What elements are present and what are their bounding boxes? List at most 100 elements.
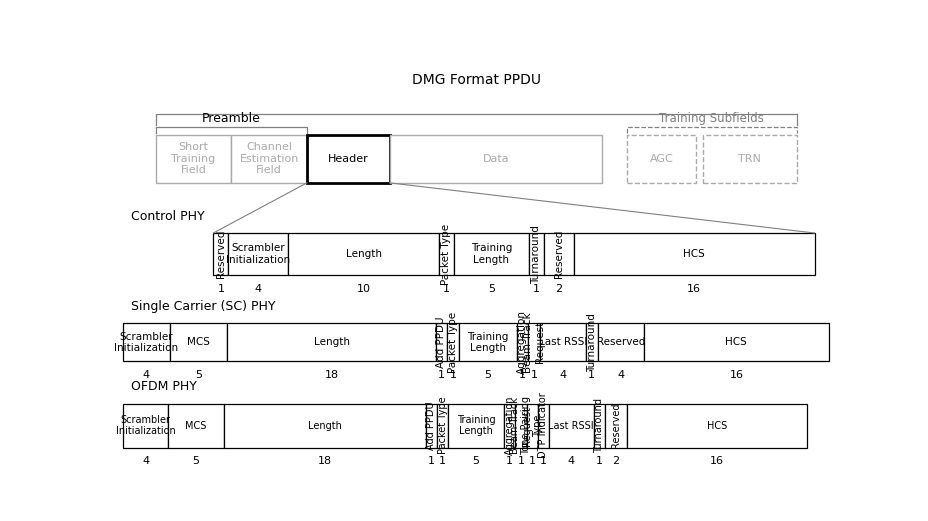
Text: Length: Length <box>308 420 342 430</box>
Text: Turnaround: Turnaround <box>586 313 596 372</box>
Text: 1: 1 <box>437 370 445 380</box>
Text: Training Subfields: Training Subfields <box>659 112 764 125</box>
Text: Reserved: Reserved <box>596 337 644 348</box>
Text: 5: 5 <box>195 370 201 380</box>
Text: Reserved: Reserved <box>553 230 563 278</box>
Bar <box>213 233 228 275</box>
Bar <box>447 403 504 448</box>
Text: Length: Length <box>313 337 349 348</box>
Bar <box>528 323 539 362</box>
Bar <box>458 323 516 362</box>
Bar <box>643 323 828 362</box>
Text: 1: 1 <box>587 370 595 380</box>
Bar <box>626 135 695 183</box>
Bar <box>593 403 604 448</box>
Text: 5: 5 <box>483 370 491 380</box>
Text: Scrambler
Initialization: Scrambler Initialization <box>226 243 290 265</box>
Bar <box>170 323 227 362</box>
Text: 5: 5 <box>472 456 479 466</box>
Text: 1: 1 <box>519 370 525 380</box>
Text: 16: 16 <box>687 284 701 294</box>
Text: MCS: MCS <box>186 420 207 430</box>
Text: 16: 16 <box>728 370 742 380</box>
Text: 4: 4 <box>567 456 574 466</box>
Text: Control PHY: Control PHY <box>130 210 204 223</box>
Text: HCS: HCS <box>683 249 704 259</box>
Bar <box>516 323 528 362</box>
Text: 1: 1 <box>449 370 456 380</box>
Bar <box>702 135 795 183</box>
Text: Length: Length <box>345 249 381 259</box>
Text: Header: Header <box>328 154 368 164</box>
Text: Single Carrier (SC) PHY: Single Carrier (SC) PHY <box>130 300 275 313</box>
Bar <box>604 403 626 448</box>
Bar <box>390 135 601 183</box>
Text: 18: 18 <box>317 456 331 466</box>
Text: Preamble: Preamble <box>201 112 261 125</box>
Bar <box>453 233 528 275</box>
Text: 2: 2 <box>555 284 562 294</box>
Text: Reserved: Reserved <box>611 403 621 449</box>
Text: Add PPDU: Add PPDU <box>436 317 446 368</box>
Text: 4: 4 <box>142 456 149 466</box>
Bar <box>227 323 435 362</box>
Text: 4: 4 <box>616 370 624 380</box>
Text: Tone Pairing
Type: Tone Pairing Type <box>521 396 542 455</box>
Bar <box>435 323 446 362</box>
Bar <box>504 403 515 448</box>
Text: 2: 2 <box>612 456 619 466</box>
Bar <box>231 135 306 183</box>
Text: Reserved: Reserved <box>215 230 226 278</box>
Text: Packet Type: Packet Type <box>441 224 451 284</box>
Bar <box>574 233 814 275</box>
Bar <box>289 233 438 275</box>
Text: OFDM PHY: OFDM PHY <box>130 380 196 393</box>
Bar <box>123 403 168 448</box>
Bar <box>526 403 537 448</box>
Bar <box>544 233 574 275</box>
Text: Short
Training
Field: Short Training Field <box>171 142 215 176</box>
Text: 5: 5 <box>487 284 495 294</box>
Text: AGC: AGC <box>649 154 673 164</box>
Bar <box>537 403 548 448</box>
Text: Packet Type: Packet Type <box>447 312 458 373</box>
Text: Beam Track
Request: Beam Track Request <box>522 312 544 373</box>
Bar <box>539 323 586 362</box>
Text: 1: 1 <box>506 456 512 466</box>
Text: 1: 1 <box>528 456 535 466</box>
Text: HCS: HCS <box>725 337 746 348</box>
Text: Add PPDU: Add PPDU <box>426 401 436 450</box>
Bar <box>446 323 458 362</box>
Bar <box>597 323 643 362</box>
Text: 1: 1 <box>595 456 602 466</box>
Text: 1: 1 <box>439 456 445 466</box>
Text: Aggregation: Aggregation <box>504 396 514 455</box>
Text: 1: 1 <box>443 284 449 294</box>
Text: Turnaround: Turnaround <box>531 225 541 283</box>
Bar <box>168 403 224 448</box>
Text: 10: 10 <box>356 284 370 294</box>
Bar <box>123 323 170 362</box>
Bar <box>438 233 453 275</box>
Text: Aggregation: Aggregation <box>517 311 527 374</box>
Bar <box>436 403 447 448</box>
Text: Last RSSI: Last RSSI <box>538 337 586 348</box>
Bar <box>626 403 806 448</box>
Bar <box>228 233 289 275</box>
Bar <box>306 135 390 183</box>
Bar <box>548 403 593 448</box>
Bar <box>528 233 544 275</box>
Text: Last RSSI: Last RSSI <box>548 420 594 430</box>
Text: Packet Type: Packet Type <box>437 397 447 454</box>
Text: DMG Format PPDU: DMG Format PPDU <box>411 72 540 86</box>
Text: 1: 1 <box>539 456 547 466</box>
Text: 4: 4 <box>254 284 262 294</box>
Text: DTP Indicator: DTP Indicator <box>537 393 548 458</box>
Text: Beam Track
Request: Beam Track Request <box>509 397 531 454</box>
Text: HCS: HCS <box>706 420 727 430</box>
Text: 16: 16 <box>709 456 723 466</box>
Text: 5: 5 <box>192 456 200 466</box>
Text: Training
Length: Training Length <box>457 415 495 437</box>
Text: MCS: MCS <box>187 337 210 348</box>
Text: Scrambler
Initialization: Scrambler Initialization <box>114 331 178 353</box>
